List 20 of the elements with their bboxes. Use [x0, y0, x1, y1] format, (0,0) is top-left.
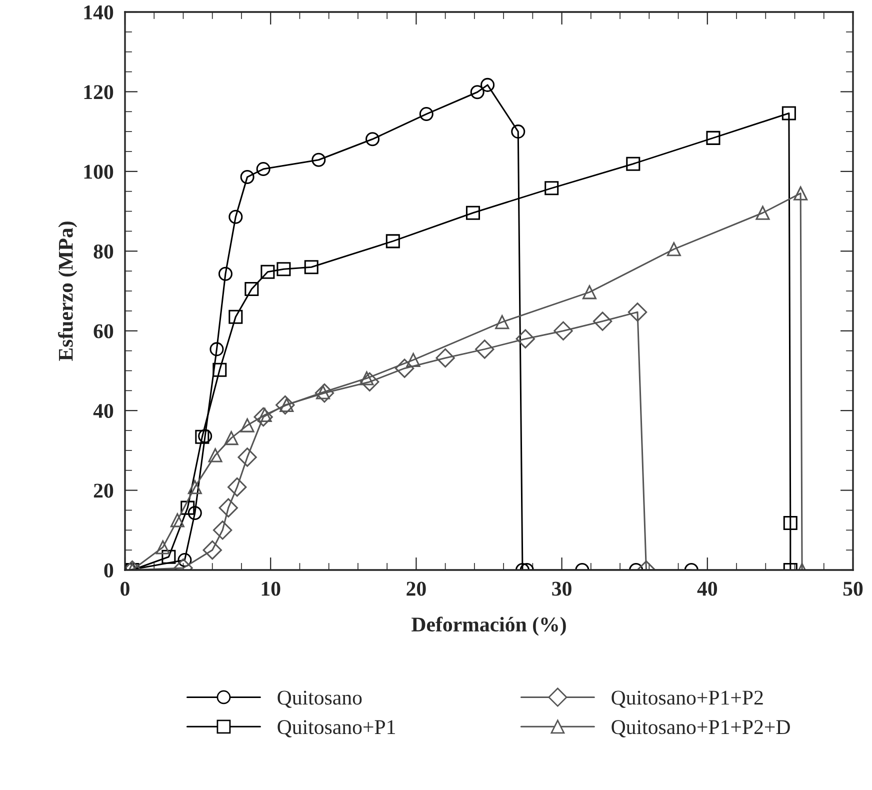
y-tick-label: 0 [104, 563, 114, 578]
y-tick-label: 80 [94, 244, 114, 259]
x-tick-label: 40 [697, 582, 718, 596]
y-tick-label: 60 [94, 324, 114, 338]
x-tick-label: 0 [120, 582, 130, 596]
y-tick-label: 100 [84, 164, 114, 179]
x-tick-label: 30 [552, 582, 572, 596]
x-tick-label: 50 [843, 582, 863, 596]
y-tick-label: 140 [84, 5, 114, 20]
legend-label: Quitosano [278, 690, 362, 708]
y-axis-title: Esfuerzo (MPa) [58, 222, 78, 361]
x-tick-label: 20 [406, 582, 426, 596]
y-tick-label: 40 [93, 404, 114, 418]
x-tick-label: 10 [262, 582, 280, 596]
y-tick-label: 120 [84, 85, 114, 100]
legend-label: Quitosano+P1+P2+D [612, 720, 790, 738]
legend-label: Quitosano+P1+P2 [612, 690, 763, 708]
x-axis-title: Deformación (%) [412, 616, 566, 636]
legend-label: Quitosano+P1 [278, 720, 395, 738]
y-tick-label: 20 [94, 484, 114, 498]
